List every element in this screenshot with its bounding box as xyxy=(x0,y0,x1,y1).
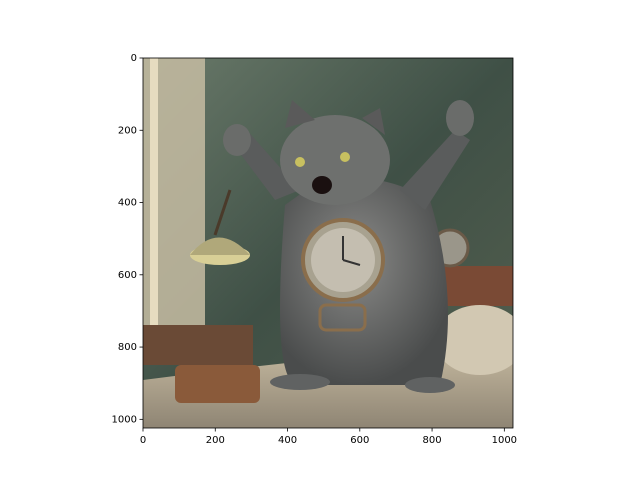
y-tick-label: 1000 xyxy=(112,414,137,425)
x-tick-label: 1000 xyxy=(492,435,517,446)
y-tick-label: 0 xyxy=(131,53,137,64)
x-tick-label: 400 xyxy=(278,435,297,446)
x-tick-label: 0 xyxy=(140,435,146,446)
y-tick-label: 800 xyxy=(118,342,137,353)
x-tick-label: 800 xyxy=(423,435,442,446)
image xyxy=(143,58,513,428)
x-tick-label: 200 xyxy=(206,435,225,446)
axes-frame xyxy=(142,57,514,429)
y-tick-label: 400 xyxy=(118,198,137,209)
y-tick-label: 200 xyxy=(118,125,137,136)
y-tick-label: 600 xyxy=(118,270,137,281)
x-tick-label: 600 xyxy=(350,435,369,446)
